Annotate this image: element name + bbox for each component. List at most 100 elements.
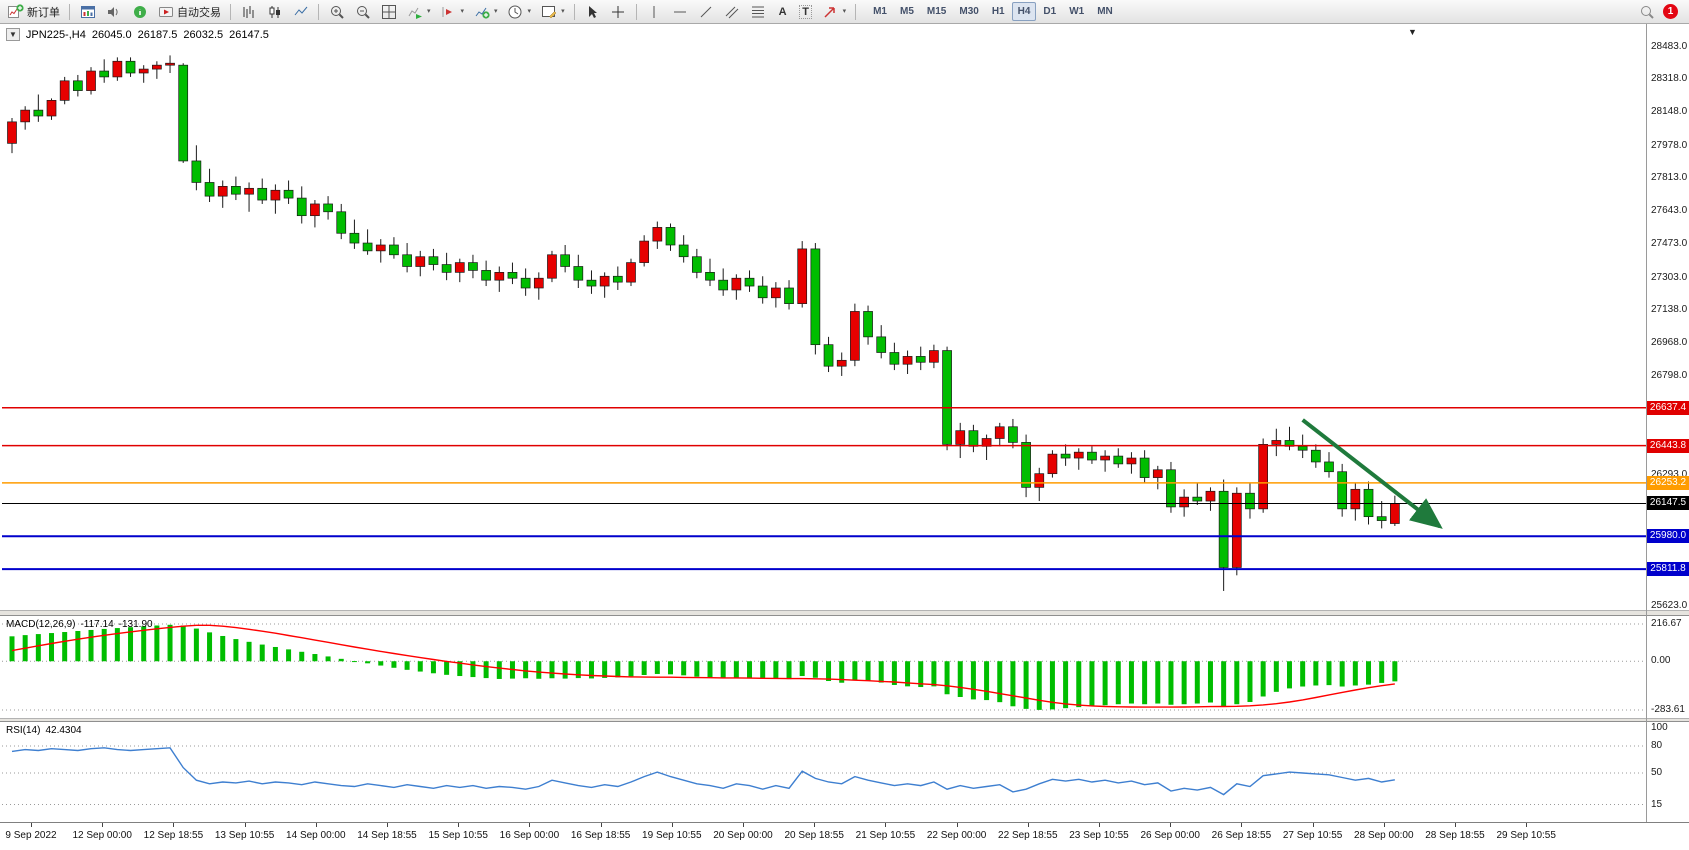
- chevron-down-icon[interactable]: ▾: [561, 8, 565, 15]
- time-axis-label: 20 Sep 00:00: [713, 830, 773, 841]
- line-chart-button[interactable]: [288, 2, 313, 22]
- low-value: 26032.5: [183, 28, 224, 41]
- time-axis-label: 16 Sep 18:55: [570, 830, 631, 841]
- candlestick-icon: [266, 4, 283, 20]
- trendline-tool-button[interactable]: [694, 2, 719, 22]
- time-axis-tickmark: [743, 823, 744, 827]
- auto-scroll-button[interactable]: ▾: [402, 2, 435, 22]
- toolbar-separator: [635, 3, 637, 20]
- zoom-out-icon: [354, 4, 371, 20]
- trend-arrow[interactable]: [1301, 418, 1443, 529]
- toolbar-separator: [573, 3, 575, 20]
- channel-tool-button[interactable]: [720, 2, 745, 22]
- crosshair-button[interactable]: [606, 2, 631, 22]
- timeframe-m15-button[interactable]: M15: [921, 2, 952, 21]
- time-axis-tickmark: [102, 823, 104, 827]
- periods-button[interactable]: ▾: [503, 2, 536, 22]
- timeframe-d1-button[interactable]: D1: [1037, 2, 1062, 21]
- indicators-button[interactable]: ▾: [469, 2, 502, 22]
- vertical-line-icon: [646, 4, 663, 20]
- notification-badge[interactable]: 1: [1663, 4, 1678, 19]
- text-label-tool-button[interactable]: T: [795, 2, 817, 22]
- new-order-button[interactable]: 新订单: [3, 2, 64, 22]
- tile-windows-icon: [380, 4, 397, 20]
- chevron-down-icon[interactable]: ▾: [842, 8, 847, 15]
- candlestick-chart-button[interactable]: [262, 2, 287, 22]
- price-axis-border: [1646, 24, 1647, 822]
- zoom-out-button[interactable]: [350, 2, 375, 22]
- text-tool-icon: A: [778, 5, 787, 18]
- chevron-down-icon[interactable]: ▾: [460, 8, 465, 15]
- macd-name: MACD(12,26,9): [6, 619, 76, 630]
- zoom-in-button[interactable]: [324, 2, 349, 22]
- speaker-icon: [105, 4, 122, 20]
- time-axis-tickmark: [1241, 823, 1243, 827]
- timeframe-h1-button[interactable]: H1: [986, 2, 1011, 21]
- time-axis-label: 19 Sep 10:55: [642, 830, 702, 841]
- panel-splitter[interactable]: [0, 718, 1689, 722]
- cursor-arrow-icon: [584, 4, 601, 20]
- panel-splitter[interactable]: [0, 610, 1689, 616]
- time-axis-label: 12 Sep 00:00: [72, 830, 132, 841]
- clock-icon: [507, 4, 524, 20]
- new-order-label: 新订单: [27, 6, 60, 19]
- chevron-down-icon[interactable]: ▾: [427, 8, 431, 15]
- timeframe-h4-button[interactable]: H4: [1011, 2, 1037, 21]
- time-axis-label: 22 Sep 18:55: [998, 830, 1058, 841]
- chart-shift-icon: [440, 4, 457, 20]
- text-tool-button[interactable]: A: [772, 2, 794, 22]
- chart-window-button[interactable]: [75, 2, 100, 22]
- alerts-button[interactable]: [101, 2, 126, 22]
- time-axis-label: 16 Sep 00:00: [499, 830, 560, 841]
- timeframe-m5-button[interactable]: M5: [894, 2, 920, 21]
- equidistant-channel-icon: [724, 4, 741, 20]
- trendline-icon: [698, 4, 715, 20]
- rsi-panel-canvas[interactable]: [0, 722, 1689, 822]
- arrows-tool-button[interactable]: ▾: [818, 2, 851, 22]
- autotrading-button[interactable]: 自动交易: [153, 2, 225, 22]
- macd-panel-canvas[interactable]: [0, 616, 1689, 718]
- tile-windows-button[interactable]: [376, 2, 401, 22]
- time-axis-label: 28 Sep 18:55: [1425, 830, 1485, 841]
- horizontal-line-icon: [672, 4, 689, 20]
- chart-shift-button[interactable]: ▾: [436, 2, 469, 22]
- one-click-dropdown-icon[interactable]: ▼: [6, 28, 20, 41]
- time-axis-tickmark: [885, 823, 887, 827]
- toolbar-separator: [230, 3, 231, 20]
- time-axis-tickmark: [600, 823, 602, 827]
- time-axis-tickmark: [1099, 823, 1100, 827]
- timeframe-mn-button[interactable]: MN: [1091, 2, 1119, 21]
- rsi-value: 42.4304: [45, 725, 82, 736]
- timeframe-m1-button[interactable]: M1: [867, 2, 893, 21]
- time-axis[interactable]: 9 Sep 2022 12 Sep 00:00 12 Sep 18:55 13 Sep…: [0, 822, 1689, 850]
- timeframe-toolbar: M1 M5 M15 M30 H1 H4 D1 W1 MN: [867, 2, 1119, 21]
- community-button[interactable]: [127, 2, 152, 22]
- chart-window-icon: [79, 4, 96, 20]
- chevron-down-icon[interactable]: ▾: [494, 8, 498, 15]
- crosshair-icon: [610, 4, 627, 20]
- vertical-line-tool-button[interactable]: [642, 2, 667, 22]
- macd-signal-value: -131.90: [118, 619, 153, 630]
- chevron-down-icon[interactable]: ▾: [527, 8, 532, 15]
- auto-scroll-icon: [406, 4, 423, 20]
- timeframe-w1-button[interactable]: W1: [1063, 2, 1090, 21]
- rsi-name: RSI(14): [6, 725, 41, 736]
- candles-layer: [7, 55, 1400, 591]
- time-axis-label: 20 Sep 18:55: [784, 830, 844, 841]
- time-axis-tickmark: [458, 823, 460, 827]
- cursor-button[interactable]: [580, 2, 605, 22]
- timeframe-m30-button[interactable]: M30: [953, 2, 984, 21]
- horizontal-line-tool-button[interactable]: [668, 2, 693, 22]
- fibonacci-tool-button[interactable]: [746, 2, 771, 22]
- time-axis-tickmark: [1383, 823, 1385, 827]
- time-axis-label: 9 Sep 2022: [5, 830, 57, 841]
- bar-chart-button[interactable]: [236, 2, 261, 22]
- chart-window[interactable]: 9 Sep 2022 12 Sep 00:00 12 Sep 18:55 13 Sep…: [0, 24, 1689, 850]
- time-axis-label: 23 Sep 10:55: [1069, 830, 1129, 841]
- time-axis-label: 26 Sep 18:55: [1211, 830, 1272, 841]
- high-value: 26187.5: [137, 28, 178, 41]
- price-chart-canvas[interactable]: [0, 24, 1689, 612]
- search-icon[interactable]: [1638, 4, 1655, 20]
- scroll-to-end-marker[interactable]: ▼: [1408, 27, 1417, 37]
- templates-button[interactable]: ▾: [536, 2, 569, 22]
